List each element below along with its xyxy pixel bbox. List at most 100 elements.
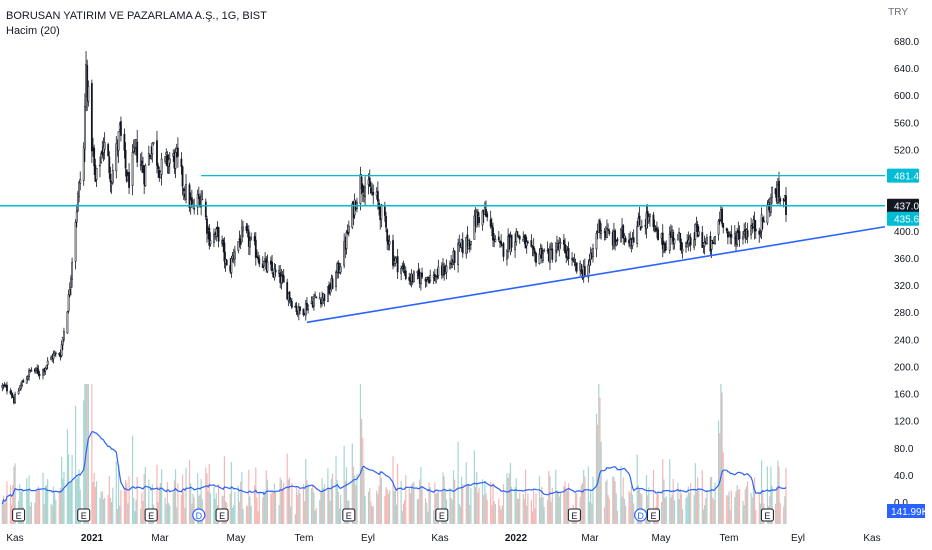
x-tick-label: Eyl	[361, 533, 375, 544]
candle-body	[746, 230, 749, 237]
volume-bar	[379, 470, 381, 524]
candle-body	[697, 231, 700, 236]
volume-bar	[638, 489, 641, 524]
volume-bar	[94, 486, 96, 524]
volume-bar	[599, 397, 601, 524]
volume-bar	[401, 510, 403, 524]
volume-bar	[494, 503, 496, 524]
y-tick-label: 560.0	[894, 118, 919, 129]
candle-body	[245, 225, 248, 231]
volume-bar	[441, 492, 443, 524]
time-axis[interactable]: Kas 2021 Mar May Tem Eyl Kas 2022 Mar May Tem Eyl Ka…	[6, 533, 880, 544]
volume-ma-line	[1, 430, 787, 505]
volume-bar	[14, 463, 16, 524]
candle-body	[249, 240, 251, 248]
candle-body	[445, 265, 448, 273]
volume-bar	[29, 506, 31, 524]
volume-bar	[51, 505, 53, 524]
candle-body	[140, 160, 143, 164]
volume-bar	[295, 486, 298, 524]
volume-bar	[364, 496, 366, 524]
candle-body	[27, 376, 29, 380]
candle-body	[213, 233, 215, 243]
candle-body	[750, 225, 753, 236]
candle-body	[266, 261, 269, 272]
candle-body	[694, 224, 697, 240]
candle-body	[151, 142, 154, 155]
volume-bar	[351, 443, 353, 524]
volume-bar	[173, 480, 176, 524]
volume-bar	[107, 495, 109, 524]
volume-bar	[290, 506, 292, 524]
volume-bar	[148, 479, 150, 524]
currency-label: TRY	[888, 7, 908, 18]
candle-body	[176, 147, 179, 157]
candle-body	[396, 256, 399, 273]
volume-bar	[286, 453, 288, 524]
price-axis[interactable]: 680.0640.0600.0560.0520.0480.0440.0400.0…	[887, 37, 929, 518]
volume-bar	[35, 491, 37, 524]
volume-bar	[623, 498, 625, 524]
candle-body	[343, 241, 346, 266]
volume-bar	[434, 482, 436, 524]
candle-body	[535, 253, 537, 263]
volume-bar	[38, 489, 41, 524]
candle-body	[71, 262, 73, 280]
volume-bar	[556, 490, 558, 524]
candle-body	[180, 158, 183, 167]
candle-body	[473, 215, 476, 240]
candle-body	[721, 208, 723, 224]
earnings-marker	[215, 508, 229, 522]
volume-bar	[565, 488, 567, 524]
volume-bar	[486, 499, 488, 524]
candle-body	[645, 212, 648, 229]
earnings-marker-label: E	[439, 511, 445, 521]
volume-bar	[620, 465, 622, 524]
volume-bar	[694, 463, 696, 524]
candle-body	[681, 248, 684, 252]
volume-bar	[229, 493, 231, 524]
candle-body	[668, 234, 671, 251]
candle-body	[74, 221, 77, 262]
volume-bar	[128, 476, 130, 524]
volume-bar	[498, 498, 500, 524]
volume-bar	[101, 491, 103, 524]
volume-bar	[435, 493, 437, 524]
volume-bar	[287, 479, 289, 524]
volume-bar	[245, 505, 248, 524]
volume-bar	[688, 492, 691, 524]
candle-body	[680, 241, 683, 251]
volume-bar	[583, 469, 585, 524]
candle-body	[639, 226, 642, 230]
volume-bar	[338, 508, 341, 524]
volume-bar	[354, 475, 356, 524]
volume-bar	[605, 481, 607, 524]
candle-body	[30, 369, 33, 372]
candle-body	[518, 236, 521, 240]
volume-bar	[355, 485, 357, 524]
candle-body	[286, 282, 289, 300]
volume-bar	[557, 493, 559, 524]
candle-body	[383, 206, 386, 216]
earnings-marker	[342, 508, 356, 522]
candle-body	[157, 165, 160, 170]
volume-bar	[595, 413, 598, 524]
candle-body	[457, 243, 460, 266]
candle-body	[402, 265, 405, 269]
drawings[interactable]	[0, 174, 886, 324]
volume-bar	[514, 486, 516, 524]
candle-body	[592, 248, 594, 257]
volume-bar	[181, 474, 184, 524]
volume-bar	[429, 487, 431, 524]
candle-body	[767, 202, 770, 206]
volume-bar	[77, 476, 79, 524]
volume-bar	[297, 494, 299, 524]
candle-body	[337, 263, 340, 274]
candle-body	[385, 215, 387, 228]
candle-body	[599, 220, 601, 233]
volume-bar	[427, 511, 429, 524]
volume-bar	[305, 459, 307, 524]
y-tick-label: 280.0	[894, 308, 919, 319]
